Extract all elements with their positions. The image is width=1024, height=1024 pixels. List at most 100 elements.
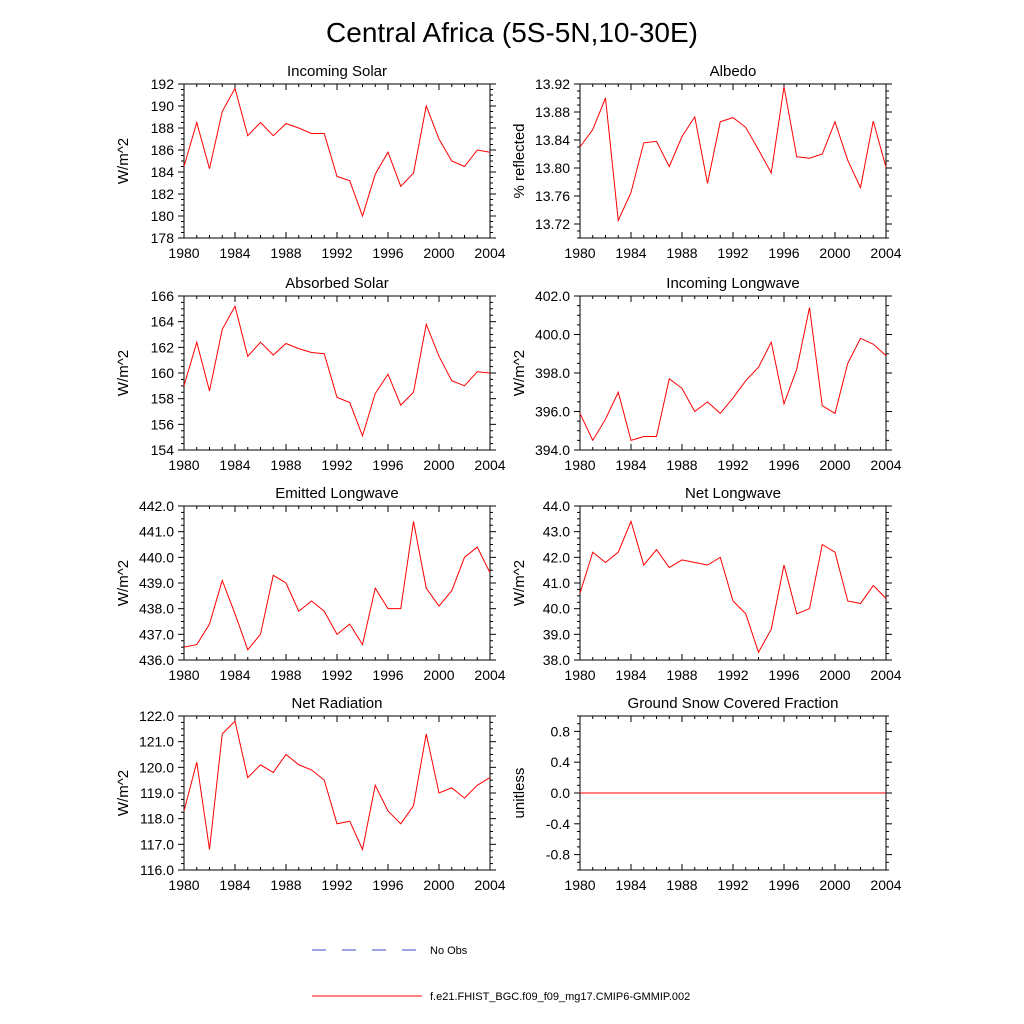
x-tick-label: 1996 xyxy=(372,877,403,893)
y-tick-label: 436.0 xyxy=(139,652,174,668)
x-tick-label: 1980 xyxy=(168,457,199,473)
x-tick-label: 1988 xyxy=(270,667,301,683)
y-tick-label: 160 xyxy=(151,365,175,381)
x-tick-label: 2000 xyxy=(423,245,454,261)
x-tick-label: 1992 xyxy=(321,457,352,473)
y-tick-label: 13.92 xyxy=(535,76,570,92)
x-tick-label: 1984 xyxy=(219,877,250,893)
series-line xyxy=(183,720,491,852)
y-tick-label: 117.0 xyxy=(140,836,174,852)
x-tick-label: 1984 xyxy=(615,877,646,893)
y-tick-label: 13.80 xyxy=(535,160,570,176)
y-tick-label: 192 xyxy=(151,76,175,92)
panel-3: Absorbed Solar W/m^2 1980 1984 1988 1992 1996 2… xyxy=(115,275,506,473)
y-axis-label: W/m^2 xyxy=(115,350,132,396)
y-tick-label: 166 xyxy=(151,288,175,304)
y-tick-label: 190 xyxy=(151,98,175,114)
panel-title: Net Radiation xyxy=(292,695,383,712)
x-tick-label: 1988 xyxy=(270,877,301,893)
x-tick-label: 2004 xyxy=(870,877,901,893)
y-tick-label: 13.76 xyxy=(535,188,570,204)
x-tick-label: 1996 xyxy=(372,667,403,683)
panel-4: Incoming Longwave W/m^2 1980 1984 1988 1992 19… xyxy=(511,275,902,473)
legend: No Obs f.e21.FHIST_BGC.f09_f09_mg17.CMIP6… xyxy=(312,945,690,1003)
y-axis-label: W/m^2 xyxy=(115,138,132,184)
y-tick-label: 180 xyxy=(151,208,175,224)
legend-item-1: No Obs xyxy=(312,945,468,957)
x-tick-label: 1992 xyxy=(717,877,748,893)
x-tick-label: 1996 xyxy=(768,667,799,683)
x-tick-label: 2004 xyxy=(870,667,901,683)
y-tick-label: 0.0 xyxy=(551,785,571,801)
x-tick-label: 2000 xyxy=(819,877,850,893)
y-tick-label: 40.0 xyxy=(543,601,570,617)
x-tick-label: 1992 xyxy=(717,245,748,261)
x-tick-label: 2004 xyxy=(474,457,505,473)
y-tick-label: 184 xyxy=(151,164,175,180)
panel-5: Emitted Longwave W/m^2 1980 1984 1988 1992 199… xyxy=(115,485,506,683)
y-tick-label: 394.0 xyxy=(535,442,570,458)
x-tick-label: 1984 xyxy=(219,667,250,683)
panel-8: Ground Snow Covered Fraction unitless 1980… xyxy=(511,695,902,893)
panel-title: Absorbed Solar xyxy=(285,275,388,292)
plot-frame xyxy=(183,715,491,871)
y-tick-label: 42.0 xyxy=(543,549,570,565)
x-tick-label: 2000 xyxy=(819,667,850,683)
y-tick-label: -0.8 xyxy=(546,847,570,863)
figure-title: Central Africa (5S-5N,10-30E) xyxy=(326,17,698,48)
y-tick-label: 162 xyxy=(151,339,175,355)
y-tick-label: 178 xyxy=(151,230,175,246)
x-tick-label: 1980 xyxy=(564,667,595,683)
x-tick-label: 1992 xyxy=(717,667,748,683)
y-tick-label: 118.0 xyxy=(140,811,174,827)
series-line xyxy=(579,86,887,223)
x-tick-label: 1988 xyxy=(666,877,697,893)
x-tick-label: 2004 xyxy=(474,877,505,893)
y-tick-label: 44.0 xyxy=(543,498,570,514)
series-line xyxy=(183,521,491,651)
x-tick-label: 2000 xyxy=(819,245,850,261)
y-tick-label: 116.0 xyxy=(140,862,174,878)
panel-title: Net Longwave xyxy=(685,485,781,502)
x-tick-label: 1984 xyxy=(219,457,250,473)
y-tick-label: 158 xyxy=(151,391,175,407)
y-axis-label: W/m^2 xyxy=(511,560,528,606)
x-tick-label: 2004 xyxy=(870,457,901,473)
y-tick-label: 13.88 xyxy=(535,104,570,120)
x-tick-label: 1984 xyxy=(615,667,646,683)
y-tick-label: 396.0 xyxy=(535,404,570,420)
y-axis-label: W/m^2 xyxy=(115,770,132,816)
panel-title: Incoming Longwave xyxy=(666,275,799,292)
panel-title: Ground Snow Covered Fraction xyxy=(628,695,839,712)
panels: Incoming Solar W/m^2 1980 1984 1988 1992 1996 2… xyxy=(115,63,902,893)
y-tick-label: 188 xyxy=(151,120,175,136)
y-axis-label: % reflected xyxy=(511,123,528,198)
y-tick-label: 442.0 xyxy=(139,498,174,514)
x-tick-label: 1980 xyxy=(168,877,199,893)
y-tick-label: 119.0 xyxy=(140,785,174,801)
series-line xyxy=(579,519,887,654)
plot-frame xyxy=(183,505,491,661)
y-tick-label: 41.0 xyxy=(543,575,570,591)
y-tick-label: 398.0 xyxy=(535,365,570,381)
x-tick-label: 1988 xyxy=(270,457,301,473)
x-tick-label: 1996 xyxy=(768,457,799,473)
y-axis-label: W/m^2 xyxy=(511,350,528,396)
panel-2: Albedo % reflected 1980 1984 1988 1992 1996 200… xyxy=(511,63,902,261)
y-tick-label: 182 xyxy=(151,186,175,202)
y-tick-label: 156 xyxy=(151,416,175,432)
legend-label: No Obs xyxy=(430,945,468,957)
x-tick-label: 1992 xyxy=(321,877,352,893)
x-tick-label: 2000 xyxy=(423,877,454,893)
x-tick-label: 1996 xyxy=(768,877,799,893)
series-line xyxy=(183,304,491,438)
y-tick-label: 13.84 xyxy=(535,132,570,148)
y-tick-label: 154 xyxy=(151,442,175,458)
panel-title: Albedo xyxy=(710,63,757,80)
y-tick-label: 400.0 xyxy=(535,327,570,343)
y-tick-label: 441.0 xyxy=(139,524,174,540)
x-tick-label: 2000 xyxy=(423,667,454,683)
plot-frame xyxy=(579,83,887,239)
x-tick-label: 2000 xyxy=(423,457,454,473)
